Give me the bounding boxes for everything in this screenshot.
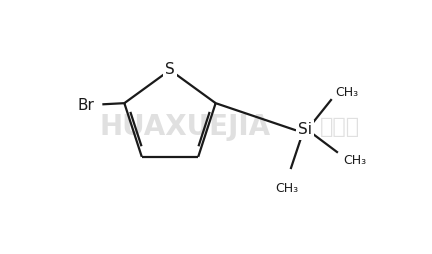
Text: Si: Si xyxy=(298,122,312,137)
Text: CH₃: CH₃ xyxy=(343,153,367,167)
Text: Br: Br xyxy=(78,98,95,113)
Text: CH₃: CH₃ xyxy=(335,86,359,99)
Text: HUAXUEJIA: HUAXUEJIA xyxy=(99,113,270,141)
Text: S: S xyxy=(165,62,175,77)
Text: 化学加: 化学加 xyxy=(320,117,360,137)
Text: CH₃: CH₃ xyxy=(276,182,299,195)
